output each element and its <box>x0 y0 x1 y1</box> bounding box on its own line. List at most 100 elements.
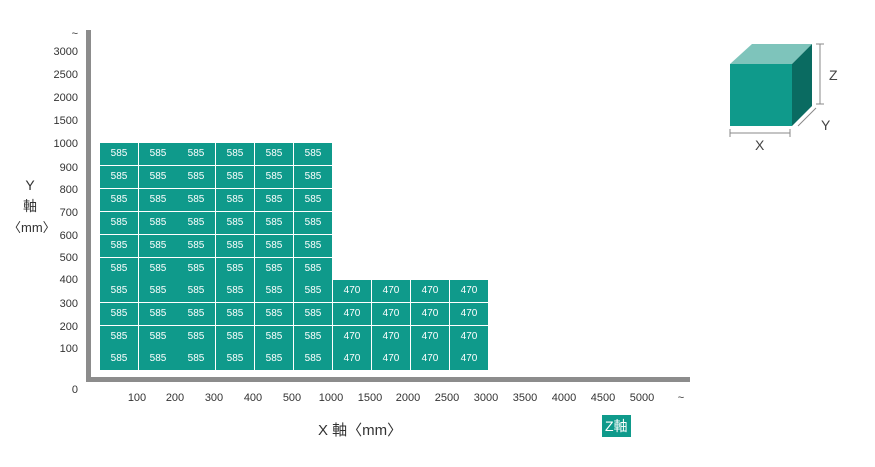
grid-cell: 585 <box>139 303 178 326</box>
y-tick-label: 800 <box>59 184 78 196</box>
y-axis-line <box>86 30 91 382</box>
grid-cell: 470 <box>450 303 489 326</box>
grid-cell: 585 <box>216 189 255 212</box>
box-top-face <box>730 44 812 64</box>
x-tick-label: 1000 <box>318 392 344 404</box>
y-tick-label: 400 <box>59 274 78 286</box>
y-tick-label: 900 <box>59 162 78 174</box>
box-front-face <box>730 64 792 126</box>
grid-cell: 470 <box>450 348 489 371</box>
x-tick-label: 1500 <box>357 392 383 404</box>
grid-cell: 585 <box>139 235 178 258</box>
grid-cell: 585 <box>255 143 294 166</box>
grid-cell: 585 <box>177 280 216 303</box>
x-axis-line <box>86 377 690 382</box>
grid-cell: 585 <box>294 166 333 189</box>
y-tick-label: 2500 <box>53 69 78 81</box>
y-tick-label: 700 <box>59 207 78 219</box>
grid-cell: 585 <box>100 348 139 371</box>
grid-cell: 585 <box>255 166 294 189</box>
grid-cell: 585 <box>177 235 216 258</box>
y-tick-label: 600 <box>59 230 78 242</box>
grid-cell: 585 <box>177 212 216 235</box>
y-axis-label-letter: Y <box>25 177 35 193</box>
grid-cell: 585 <box>294 235 333 258</box>
grid-cell: 585 <box>177 258 216 281</box>
grid-cell: 585 <box>255 235 294 258</box>
x-tick-label: 200 <box>165 392 185 404</box>
x-tick-label: 2000 <box>395 392 421 404</box>
x-tick-label: 5000 <box>629 392 655 404</box>
grid-cell: 470 <box>333 348 372 371</box>
x-tick-label: 500 <box>282 392 302 404</box>
x-tick-label: 300 <box>204 392 224 404</box>
grid-cell: 585 <box>255 258 294 281</box>
grid-cell: 585 <box>216 280 255 303</box>
grid-cell: 585 <box>177 189 216 212</box>
y-axis-label-unit: 〈mm〉 <box>8 220 56 235</box>
grid-cell: 585 <box>139 258 178 281</box>
grid-cell: 585 <box>139 143 178 166</box>
grid-cell: 470 <box>411 348 450 371</box>
x-tick-label: 2500 <box>434 392 460 404</box>
x-tick-label: 100 <box>127 392 147 404</box>
grid-cell: 470 <box>372 303 411 326</box>
grid-cell: 585 <box>216 143 255 166</box>
grid-cell: 585 <box>255 326 294 349</box>
grid-cell: 585 <box>139 280 178 303</box>
grid-cell: 470 <box>333 326 372 349</box>
grid-cell: 470 <box>333 280 372 303</box>
grid-cell: 585 <box>255 189 294 212</box>
grid-cell: 470 <box>372 326 411 349</box>
x-tick-label: 4500 <box>590 392 616 404</box>
z-axis-badge: Z軸 <box>602 415 631 437</box>
grid-cell: 585 <box>294 280 333 303</box>
grid-cell: 585 <box>216 303 255 326</box>
grid-cell: 585 <box>100 280 139 303</box>
grid-cell: 585 <box>177 303 216 326</box>
grid-cell: 585 <box>177 166 216 189</box>
grid-cell: 470 <box>450 280 489 303</box>
grid-cell: 470 <box>411 326 450 349</box>
y-axis-label-kanji: 軸 <box>23 198 37 214</box>
grid-cell: 470 <box>372 280 411 303</box>
box-z-label: Z <box>829 67 838 83</box>
grid-cell: 470 <box>411 280 450 303</box>
grid-cell: 585 <box>294 258 333 281</box>
grid-cell: 585 <box>294 303 333 326</box>
grid-cell: 585 <box>100 143 139 166</box>
grid-cell: 585 <box>216 212 255 235</box>
grid-cell: 585 <box>177 143 216 166</box>
grid-cell: 470 <box>450 326 489 349</box>
grid-cell: 585 <box>216 235 255 258</box>
grid-cell: 585 <box>294 189 333 212</box>
grid-cell: 585 <box>216 326 255 349</box>
y-tick-label: 300 <box>59 298 78 310</box>
grid-cell: 585 <box>177 326 216 349</box>
grid-cell: 585 <box>294 326 333 349</box>
grid-cell: 585 <box>294 348 333 371</box>
x-tick-label: 3000 <box>473 392 499 404</box>
y-tick-label: 0 <box>71 384 78 396</box>
grid-cell: 585 <box>139 189 178 212</box>
y-tick-label: 1500 <box>53 115 78 127</box>
box-y-label: Y <box>821 117 831 133</box>
grid-cell: 585 <box>139 348 178 371</box>
x-tick-label: ~ <box>677 392 685 404</box>
grid-cell: 585 <box>294 143 333 166</box>
x-tick-label: 3500 <box>512 392 538 404</box>
xyz-box-diagram: Z Y X <box>729 43 838 153</box>
grid-cell: 470 <box>372 348 411 371</box>
y-tick-label: 1000 <box>53 138 78 150</box>
grid-cell: 585 <box>100 303 139 326</box>
grid-cell: 585 <box>100 258 139 281</box>
x-tick-label: 400 <box>243 392 263 404</box>
grid-cell: 585 <box>216 258 255 281</box>
grid-cell: 585 <box>139 326 178 349</box>
box-side-face <box>792 44 812 126</box>
y-tick-label: 200 <box>59 321 78 333</box>
grid-cell: 470 <box>333 303 372 326</box>
y-dimension-line <box>797 107 817 127</box>
grid-cell: 585 <box>100 235 139 258</box>
grid-cell: 585 <box>100 166 139 189</box>
